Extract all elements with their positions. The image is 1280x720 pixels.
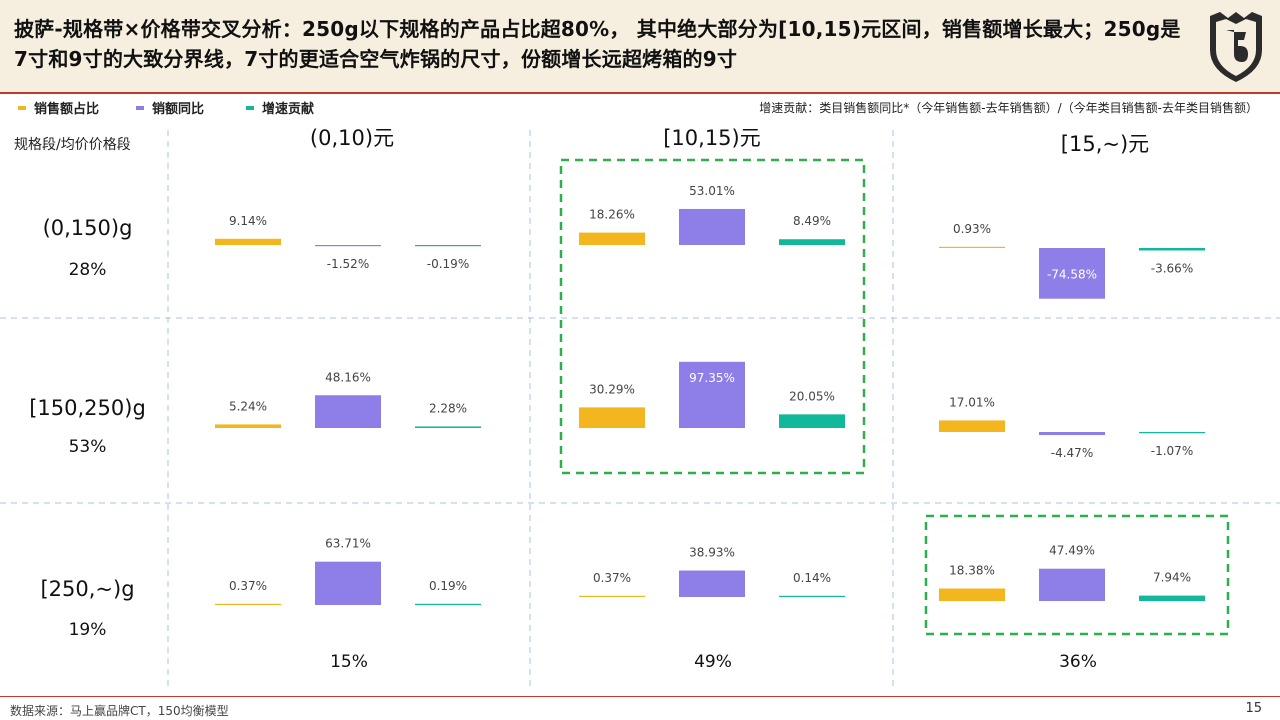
data-label-r0-c2-yoy: -74.58% bbox=[1047, 268, 1097, 282]
bar-r0-c1-yoy bbox=[679, 208, 745, 245]
header-divider bbox=[0, 92, 1280, 94]
row-header-0: (0,150)g bbox=[42, 216, 133, 240]
bar-r2-c1-share bbox=[579, 595, 645, 597]
bar-r0-c0-share bbox=[215, 238, 281, 245]
bar-r0-c2-contrib bbox=[1139, 248, 1205, 251]
bar-r2-c1-contrib bbox=[779, 595, 845, 597]
bar-r2-c0-yoy bbox=[315, 561, 381, 605]
data-label-r1-c2-contrib: -1.07% bbox=[1151, 444, 1193, 458]
bar-r2-c0-contrib bbox=[415, 603, 481, 605]
row-header-2: [250,~)g bbox=[40, 577, 135, 601]
legend-swatch-contrib bbox=[246, 105, 254, 110]
data-label-r1-c0-yoy: 48.16% bbox=[325, 370, 371, 384]
source-note: 数据来源：马上赢品牌CT，150均衡模型 bbox=[10, 704, 229, 718]
bar-r2-c2-yoy bbox=[1039, 568, 1105, 601]
col-share-2: 36% bbox=[1059, 652, 1097, 672]
bar-r2-c2-share bbox=[939, 588, 1005, 601]
bar-r1-c0-yoy bbox=[315, 395, 381, 428]
data-label-r2-c0-yoy: 63.71% bbox=[325, 537, 371, 551]
data-label-r0-c2-share: 0.93% bbox=[953, 222, 991, 236]
data-label-r2-c0-contrib: 0.19% bbox=[429, 579, 467, 593]
footer-divider bbox=[0, 696, 1280, 697]
col-share-0: 15% bbox=[330, 652, 368, 672]
data-label-r0-c0-contrib: -0.19% bbox=[427, 257, 469, 271]
bar-r1-c2-yoy bbox=[1039, 432, 1105, 436]
data-label-r2-c2-contrib: 7.94% bbox=[1153, 571, 1191, 585]
col-share-1: 49% bbox=[694, 652, 732, 672]
data-label-r2-c1-share: 0.37% bbox=[593, 571, 631, 585]
bar-r0-c0-contrib bbox=[415, 245, 481, 247]
bar-r1-c2-contrib bbox=[1139, 432, 1205, 434]
data-label-r1-c1-contrib: 20.05% bbox=[789, 389, 835, 403]
bar-r1-c0-contrib bbox=[415, 426, 481, 428]
data-label-r0-c0-share: 9.14% bbox=[229, 214, 267, 228]
bar-r0-c0-yoy bbox=[315, 245, 381, 247]
data-label-r2-c1-contrib: 0.14% bbox=[793, 571, 831, 585]
data-label-r0-c0-yoy: -1.52% bbox=[327, 257, 369, 271]
bar-r2-c2-contrib bbox=[1139, 595, 1205, 601]
bar-r2-c0-share bbox=[215, 603, 281, 605]
data-label-r2-c1-yoy: 38.93% bbox=[689, 546, 735, 560]
row-share-2: 19% bbox=[68, 620, 107, 640]
shield-logo-icon bbox=[1210, 12, 1262, 82]
legend-label-contrib: 增速贡献 bbox=[262, 102, 315, 117]
bar-r0-c2-share bbox=[939, 246, 1005, 248]
page-number: 15 bbox=[1245, 701, 1262, 716]
corner-label: 规格段/均价价格段 bbox=[14, 137, 131, 153]
row-share-0: 28% bbox=[68, 260, 107, 280]
bar-r0-c1-contrib bbox=[779, 239, 845, 245]
legend-label-yoy: 销额同比 bbox=[152, 102, 205, 117]
data-label-r2-c0-share: 0.37% bbox=[229, 579, 267, 593]
legend-swatch-share bbox=[18, 105, 26, 110]
title-banner: 披萨-规格带×价格带交叉分析：250g以下规格的产品占比超80%， 其中绝大部分… bbox=[0, 0, 1280, 92]
page-title: 披萨-规格带×价格带交叉分析：250g以下规格的产品占比超80%， 其中绝大部分… bbox=[14, 17, 1181, 71]
data-label-r1-c2-yoy: -4.47% bbox=[1051, 446, 1093, 460]
data-label-r1-c2-share: 17.01% bbox=[949, 395, 995, 409]
bar-r0-c1-share bbox=[579, 232, 645, 245]
bar-r1-c1-contrib bbox=[779, 414, 845, 428]
data-label-r1-c0-share: 5.24% bbox=[229, 399, 267, 413]
bar-r1-c0-share bbox=[215, 424, 281, 428]
data-label-r1-c1-share: 30.29% bbox=[589, 382, 635, 396]
col-header-0: (0,10)元 bbox=[309, 126, 395, 150]
col-header-2: [15,~)元 bbox=[1060, 132, 1150, 156]
data-label-r1-c1-yoy: 97.35% bbox=[689, 371, 735, 385]
data-label-r1-c0-contrib: 2.28% bbox=[429, 401, 467, 415]
data-label-r0-c1-share: 18.26% bbox=[589, 208, 635, 222]
data-label-r2-c2-share: 18.38% bbox=[949, 564, 995, 578]
row-header-1: [150,250)g bbox=[29, 396, 146, 420]
bar-r1-c2-share bbox=[939, 420, 1005, 432]
legend-item-yoy: 销额同比 bbox=[136, 98, 204, 117]
bar-r1-c1-yoy bbox=[679, 361, 745, 428]
data-label-r0-c1-contrib: 8.49% bbox=[793, 214, 831, 228]
formula-note: 增速贡献：类目销售额同比*（今年销售额-去年销售额）/（今年类目销售额-去年类目… bbox=[759, 101, 1258, 115]
data-label-r2-c2-yoy: 47.49% bbox=[1049, 544, 1095, 558]
legend-item-share: 销售额占比 bbox=[18, 98, 99, 117]
data-label-r0-c1-yoy: 53.01% bbox=[689, 184, 735, 198]
bar-r0-c2-yoy bbox=[1039, 248, 1105, 299]
data-label-r0-c2-contrib: -3.66% bbox=[1151, 261, 1193, 275]
legend-swatch-yoy bbox=[136, 105, 144, 110]
bar-r1-c1-share bbox=[579, 407, 645, 428]
bar-r2-c1-yoy bbox=[679, 570, 745, 597]
row-share-1: 53% bbox=[68, 437, 107, 457]
col-header-1: [10,15)元 bbox=[663, 126, 761, 150]
legend-item-contrib: 增速贡献 bbox=[246, 98, 314, 117]
legend-label-share: 销售额占比 bbox=[34, 102, 100, 117]
